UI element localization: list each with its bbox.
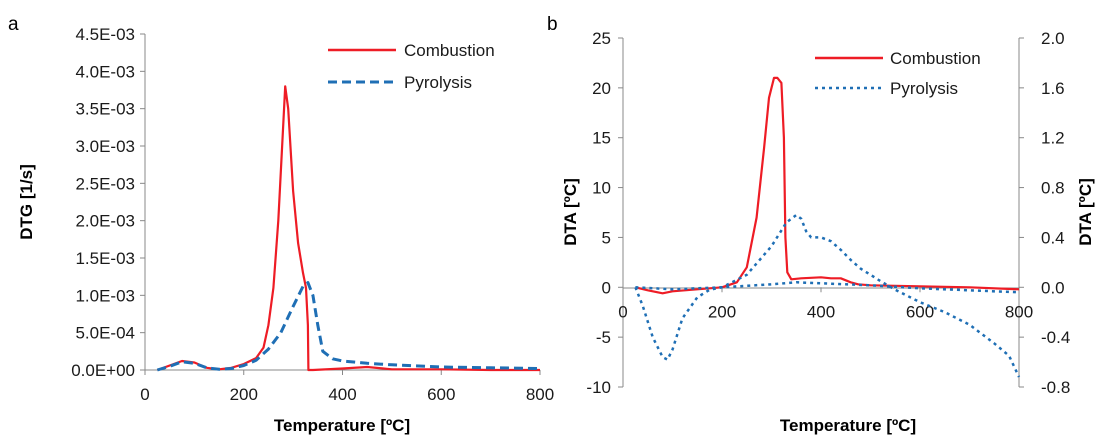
panel-b-x-axis-title: Temperature [ºC]: [780, 416, 916, 435]
x-tick-label: 800: [1005, 302, 1033, 321]
panel-a-series-lines: [156, 85, 541, 372]
legend-label-combustion: Combustion: [404, 41, 495, 60]
panel-b-legend: Combustion Pyrolysis: [815, 49, 981, 98]
panel-b-x-ticks: 0 200 400 600 800: [618, 287, 1033, 321]
legend-label-pyrolysis: Pyrolysis: [404, 73, 472, 92]
y-tick-label: 3.0E-03: [75, 137, 135, 156]
y-tick-label: 15: [592, 129, 611, 148]
panel-b-right-y-axis-title: DTA [ºC]: [1076, 178, 1095, 246]
y-tick-label: 0: [602, 278, 611, 297]
panel-b-right-y-ticks: -0.8 -0.4 0.0 0.4 0.8 1.2 1.6 2.0: [1019, 29, 1070, 397]
panel-a-x-axis-title: Temperature [ºC]: [274, 416, 410, 435]
y-tick-label: 2.5E-03: [75, 174, 135, 193]
y-tick-label: 4.0E-03: [75, 62, 135, 81]
panel-a-x-ticks: 0 200 400 600 800: [140, 370, 554, 404]
y-tick-label: 5: [602, 228, 611, 247]
y2-tick-label: 0.4: [1041, 228, 1065, 247]
series-line-combustion: [156, 85, 540, 372]
y-tick-label: 5.0E-04: [75, 324, 135, 343]
legend-label-pyrolysis: Pyrolysis: [890, 79, 958, 98]
y-tick-label: 20: [592, 79, 611, 98]
y-tick-label: 1.0E-03: [75, 286, 135, 305]
y-tick-label: 25: [592, 29, 611, 48]
panel-a-label: a: [8, 14, 19, 35]
y-tick-label: 4.5E-03: [75, 25, 135, 44]
x-tick-label: 800: [526, 385, 554, 404]
y-tick-label: -5: [596, 328, 611, 347]
y2-tick-label: 1.2: [1041, 129, 1065, 148]
x-tick-label: 200: [230, 385, 258, 404]
y2-tick-label: -0.8: [1041, 378, 1070, 397]
y2-tick-label: 0.8: [1041, 179, 1065, 198]
x-tick-label: 600: [427, 385, 455, 404]
y-tick-label: 10: [592, 179, 611, 198]
series-line-pyrolysis: [634, 213, 1021, 378]
y-tick-label: 3.5E-03: [75, 100, 135, 119]
panel-a-y-ticks: 0.0E+00 5.0E-04 1.0E-03 1.5E-03 2.0E-03 2.5E-…: [71, 25, 145, 380]
y2-tick-label: -0.4: [1041, 328, 1070, 347]
y2-tick-label: 1.6: [1041, 79, 1065, 98]
chart-panel-a: a 0.0E+00 5.0E-04 1.0E-03 1.5E-03 2.0E-03 2.5…: [8, 14, 554, 435]
series-line-combustion: [635, 76, 1020, 295]
x-tick-label: 0: [140, 385, 149, 404]
y-tick-label: 2.0E-03: [75, 212, 135, 231]
x-tick-label: 0: [618, 302, 627, 321]
series-line-pyrolysis: [156, 281, 541, 372]
panel-b-label: b: [547, 14, 558, 35]
chart-panel-b: b -10 -5 0 5 10 15 20 25 -0.8 -0.4 0.0 0.4 0.8 1.2 1.…: [547, 14, 1095, 435]
panel-b-series-lines: [634, 76, 1021, 378]
panel-a-legend: Combustion Pyrolysis: [328, 41, 495, 92]
y-tick-label: -10: [586, 378, 611, 397]
x-tick-label: 400: [807, 302, 835, 321]
legend-label-combustion: Combustion: [890, 49, 981, 68]
y-tick-label: 1.5E-03: [75, 249, 135, 268]
x-tick-label: 200: [708, 302, 736, 321]
x-tick-label: 400: [328, 385, 356, 404]
y2-tick-label: 0.0: [1041, 278, 1065, 297]
panel-a-y-axis-title: DTG [1/s]: [17, 164, 36, 240]
y-tick-label: 0.0E+00: [71, 361, 135, 380]
x-tick-label: 600: [906, 302, 934, 321]
panel-b-left-y-axis-title: DTA [ºC]: [561, 178, 580, 246]
panel-b-left-y-ticks: -10 -5 0 5 10 15 20 25: [586, 29, 623, 397]
y2-tick-label: 2.0: [1041, 29, 1065, 48]
series-line-pyrolysis-left-axis: [635, 281, 1020, 294]
